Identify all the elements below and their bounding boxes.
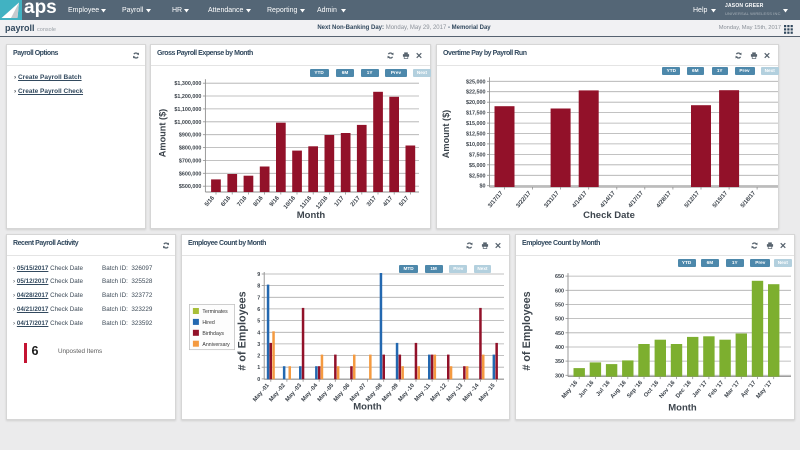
svg-text:$22,500: $22,500: [466, 90, 486, 96]
svg-text:$1,000,000: $1,000,000: [174, 120, 201, 126]
svg-text:1/17: 1/17: [334, 195, 346, 208]
svg-text:# of Employees: # of Employees: [521, 291, 533, 370]
svg-text:$800,000: $800,000: [179, 146, 201, 152]
svg-text:600: 600: [555, 288, 564, 294]
svg-text:May '16: May '16: [561, 379, 580, 400]
svg-text:7/16: 7/16: [236, 195, 248, 208]
svg-text:450: 450: [555, 331, 564, 337]
svg-text:Month: Month: [353, 402, 382, 413]
svg-text:Sep '16: Sep '16: [626, 379, 644, 399]
svg-text:4/17: 4/17: [382, 195, 394, 208]
svg-text:Month: Month: [297, 210, 326, 221]
svg-text:$2,500: $2,500: [469, 173, 486, 179]
svg-text:$900,000: $900,000: [179, 133, 201, 139]
svg-text:5/12/17: 5/12/17: [684, 190, 702, 209]
svg-text:$20,000: $20,000: [466, 100, 486, 106]
svg-text:5/17: 5/17: [398, 195, 410, 208]
svg-text:5: 5: [257, 319, 260, 325]
svg-text:3/22/17: 3/22/17: [515, 190, 533, 209]
svg-text:$10,000: $10,000: [466, 142, 486, 148]
svg-text:$17,500: $17,500: [466, 111, 486, 117]
svg-text:$1,100,000: $1,100,000: [174, 107, 201, 113]
svg-text:4/28/17: 4/28/17: [656, 190, 674, 209]
svg-text:500: 500: [555, 317, 564, 323]
svg-text:4/17/17: 4/17/17: [628, 190, 646, 209]
svg-text:$1,300,000: $1,300,000: [174, 81, 201, 87]
svg-text:6: 6: [257, 307, 260, 313]
svg-text:2: 2: [257, 354, 260, 360]
svg-text:1: 1: [257, 365, 260, 371]
svg-text:Nov '16: Nov '16: [659, 379, 677, 399]
svg-text:2/17: 2/17: [350, 195, 362, 208]
svg-text:650: 650: [555, 274, 564, 280]
svg-text:3: 3: [257, 342, 260, 348]
svg-text:Anniversary: Anniversary: [202, 342, 230, 348]
svg-text:Amount ($): Amount ($): [158, 109, 168, 157]
svg-text:May -15: May -15: [478, 382, 497, 403]
svg-text:$12,500: $12,500: [466, 132, 486, 138]
svg-text:$1,200,000: $1,200,000: [174, 94, 201, 100]
svg-text:Terminates: Terminates: [202, 309, 228, 315]
svg-text:4: 4: [257, 330, 260, 336]
svg-text:7: 7: [257, 295, 260, 301]
svg-text:Amount ($): Amount ($): [441, 110, 451, 158]
svg-text:11/16: 11/16: [299, 195, 313, 210]
svg-text:Feb '17: Feb '17: [708, 379, 726, 399]
svg-text:Birthdays: Birthdays: [202, 331, 224, 337]
svg-text:$700,000: $700,000: [179, 158, 201, 164]
svg-text:3/31/17: 3/31/17: [543, 190, 561, 209]
svg-text:8/16: 8/16: [253, 195, 265, 208]
svg-text:$5,000: $5,000: [469, 163, 486, 169]
svg-text:May '17: May '17: [756, 379, 775, 400]
svg-text:5/16: 5/16: [204, 195, 216, 208]
svg-text:9/16: 9/16: [269, 195, 281, 208]
svg-text:4/14/17: 4/14/17: [600, 190, 618, 209]
svg-text:$25,000: $25,000: [466, 79, 486, 85]
svg-text:Dec '16: Dec '16: [675, 379, 693, 399]
svg-text:300: 300: [555, 373, 564, 379]
svg-text:Aug '16: Aug '16: [610, 379, 629, 400]
svg-text:# of Employees: # of Employees: [236, 291, 248, 370]
svg-text:$0: $0: [480, 184, 486, 190]
svg-text:Check Date: Check Date: [583, 210, 635, 221]
svg-text:3/17/17: 3/17/17: [487, 190, 505, 209]
svg-text:9: 9: [257, 272, 260, 278]
svg-text:5/18/17: 5/18/17: [740, 190, 758, 209]
svg-text:Mar '17: Mar '17: [724, 379, 742, 399]
svg-text:4/14/17: 4/14/17: [572, 190, 590, 209]
svg-text:$600,000: $600,000: [179, 171, 201, 177]
svg-text:8: 8: [257, 284, 260, 290]
svg-text:10/16: 10/16: [283, 195, 298, 211]
svg-text:Jan '17: Jan '17: [692, 379, 710, 399]
svg-text:350: 350: [555, 359, 564, 365]
svg-text:$15,000: $15,000: [466, 121, 486, 127]
svg-text:6/16: 6/16: [220, 195, 232, 208]
svg-text:$500,000: $500,000: [179, 184, 201, 190]
svg-text:Jun '16: Jun '16: [578, 379, 596, 399]
svg-text:Hired: Hired: [202, 320, 215, 326]
svg-text:5/15/17: 5/15/17: [712, 190, 730, 209]
svg-text:Month: Month: [668, 403, 697, 414]
svg-text:$7,500: $7,500: [469, 152, 486, 158]
svg-text:550: 550: [555, 303, 564, 309]
svg-text:3/17: 3/17: [366, 195, 378, 208]
svg-text:0: 0: [257, 377, 260, 383]
svg-text:400: 400: [555, 345, 564, 351]
svg-text:12/16: 12/16: [315, 195, 330, 211]
